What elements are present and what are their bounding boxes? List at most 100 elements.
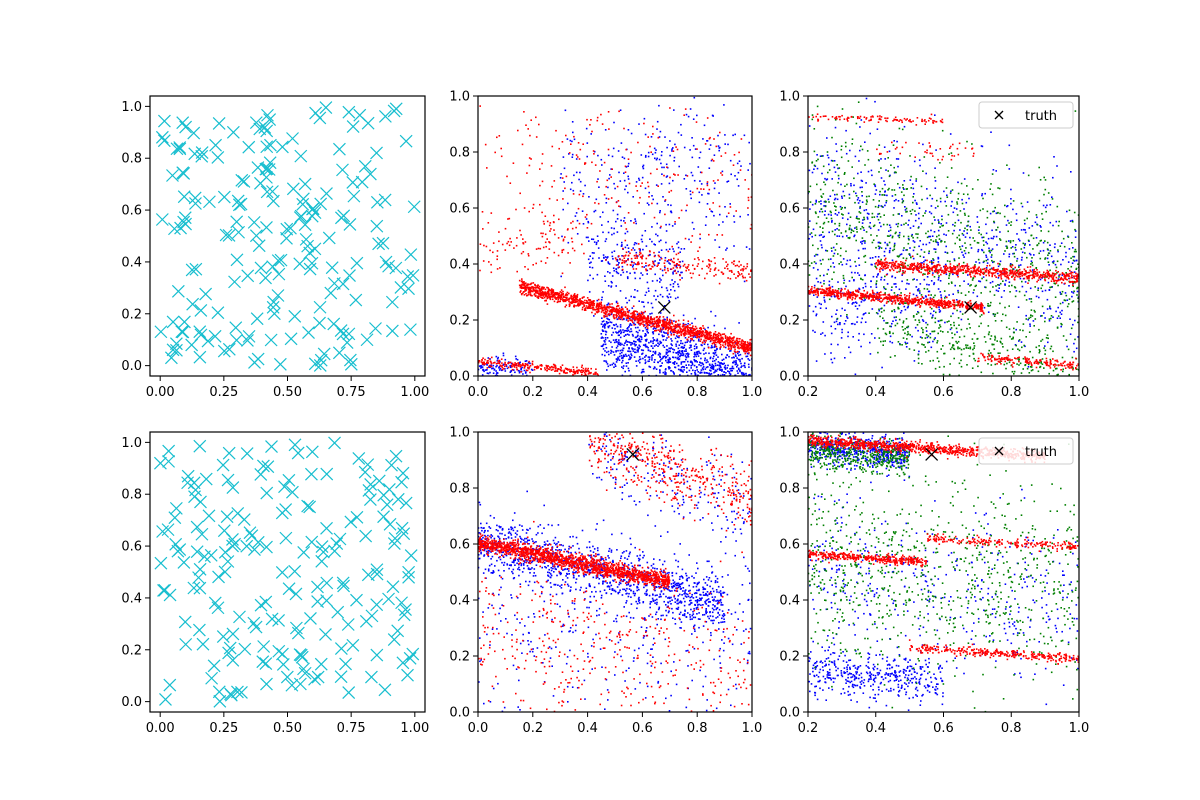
data-point (731, 341, 734, 344)
data-point (585, 367, 587, 370)
data-point (1021, 256, 1023, 259)
data-point (488, 358, 491, 360)
data-point (736, 364, 739, 366)
data-point (981, 194, 983, 197)
data-point (990, 131, 992, 133)
data-point (659, 327, 662, 330)
data-point (508, 217, 511, 220)
data-point (677, 131, 680, 134)
data-point (481, 361, 484, 364)
data-point (665, 339, 667, 341)
data-point (715, 336, 718, 338)
data-point (673, 289, 676, 292)
data-point (624, 306, 627, 308)
data-point (638, 202, 640, 204)
data-point (672, 267, 675, 269)
data-point (731, 357, 733, 359)
data-point (611, 275, 614, 277)
data-point (621, 343, 623, 346)
data-point (689, 329, 692, 331)
data-point (992, 169, 995, 171)
data-point (687, 322, 689, 325)
data-point (712, 337, 715, 339)
data-point (688, 269, 690, 271)
data-point (693, 353, 696, 355)
data-point (669, 210, 672, 213)
data-point (501, 364, 504, 367)
data-point (679, 279, 681, 281)
data-point (642, 344, 645, 346)
data-point (597, 374, 599, 376)
data-point (735, 351, 737, 353)
data-point (647, 316, 649, 319)
data-point (720, 362, 722, 365)
data-point (723, 371, 726, 373)
data-point (721, 333, 724, 336)
data-point (527, 364, 529, 367)
data-point (663, 346, 666, 348)
data-point (573, 305, 575, 307)
data-point (564, 286, 566, 289)
data-point (610, 311, 613, 314)
data-point (734, 363, 737, 366)
data-point (658, 333, 660, 336)
data-point (608, 314, 611, 317)
data-point (692, 118, 695, 120)
data-point (674, 223, 676, 225)
data-point (668, 357, 671, 359)
data-point (734, 354, 737, 356)
data-point (627, 277, 629, 280)
data-point (674, 366, 677, 369)
data-point (620, 308, 623, 311)
data-point (575, 171, 578, 174)
data-point (605, 351, 608, 354)
data-point (622, 357, 624, 359)
data-point (612, 209, 615, 212)
data-point (657, 329, 659, 331)
data-point (687, 115, 690, 118)
data-point (990, 237, 993, 240)
data-point (687, 360, 689, 363)
data-point (995, 235, 998, 238)
data-point (503, 367, 505, 370)
data-point (551, 296, 554, 298)
data-point (580, 300, 582, 302)
data-point (553, 291, 555, 294)
data-point (615, 361, 618, 363)
data-point (670, 189, 673, 192)
data-point (579, 370, 582, 372)
data-point (951, 251, 954, 253)
data-point (893, 310, 896, 313)
data-point (529, 362, 531, 365)
data-point (603, 306, 606, 309)
data-point (591, 130, 593, 133)
data-point (652, 342, 654, 345)
data-point (627, 329, 630, 332)
data-point (726, 339, 728, 342)
data-point (694, 325, 697, 328)
data-point (660, 342, 662, 344)
data-point (1049, 221, 1052, 224)
data-point (685, 350, 687, 352)
data-point (631, 333, 634, 336)
data-point (566, 372, 568, 374)
data-point (609, 272, 611, 274)
data-point (687, 266, 689, 268)
data-point (603, 340, 605, 342)
data-point (592, 308, 594, 310)
data-point (483, 244, 485, 247)
data-point (845, 285, 847, 288)
data-point (693, 334, 696, 337)
data-point (588, 303, 591, 306)
data-point (632, 321, 634, 324)
data-point (568, 368, 570, 371)
data-point (689, 272, 692, 274)
data-point (679, 328, 682, 330)
data-point (691, 191, 694, 194)
data-point (860, 179, 863, 182)
data-point (708, 265, 711, 267)
data-point (736, 264, 738, 267)
data-point (822, 236, 824, 238)
data-point (646, 318, 649, 320)
data-point (700, 369, 703, 371)
